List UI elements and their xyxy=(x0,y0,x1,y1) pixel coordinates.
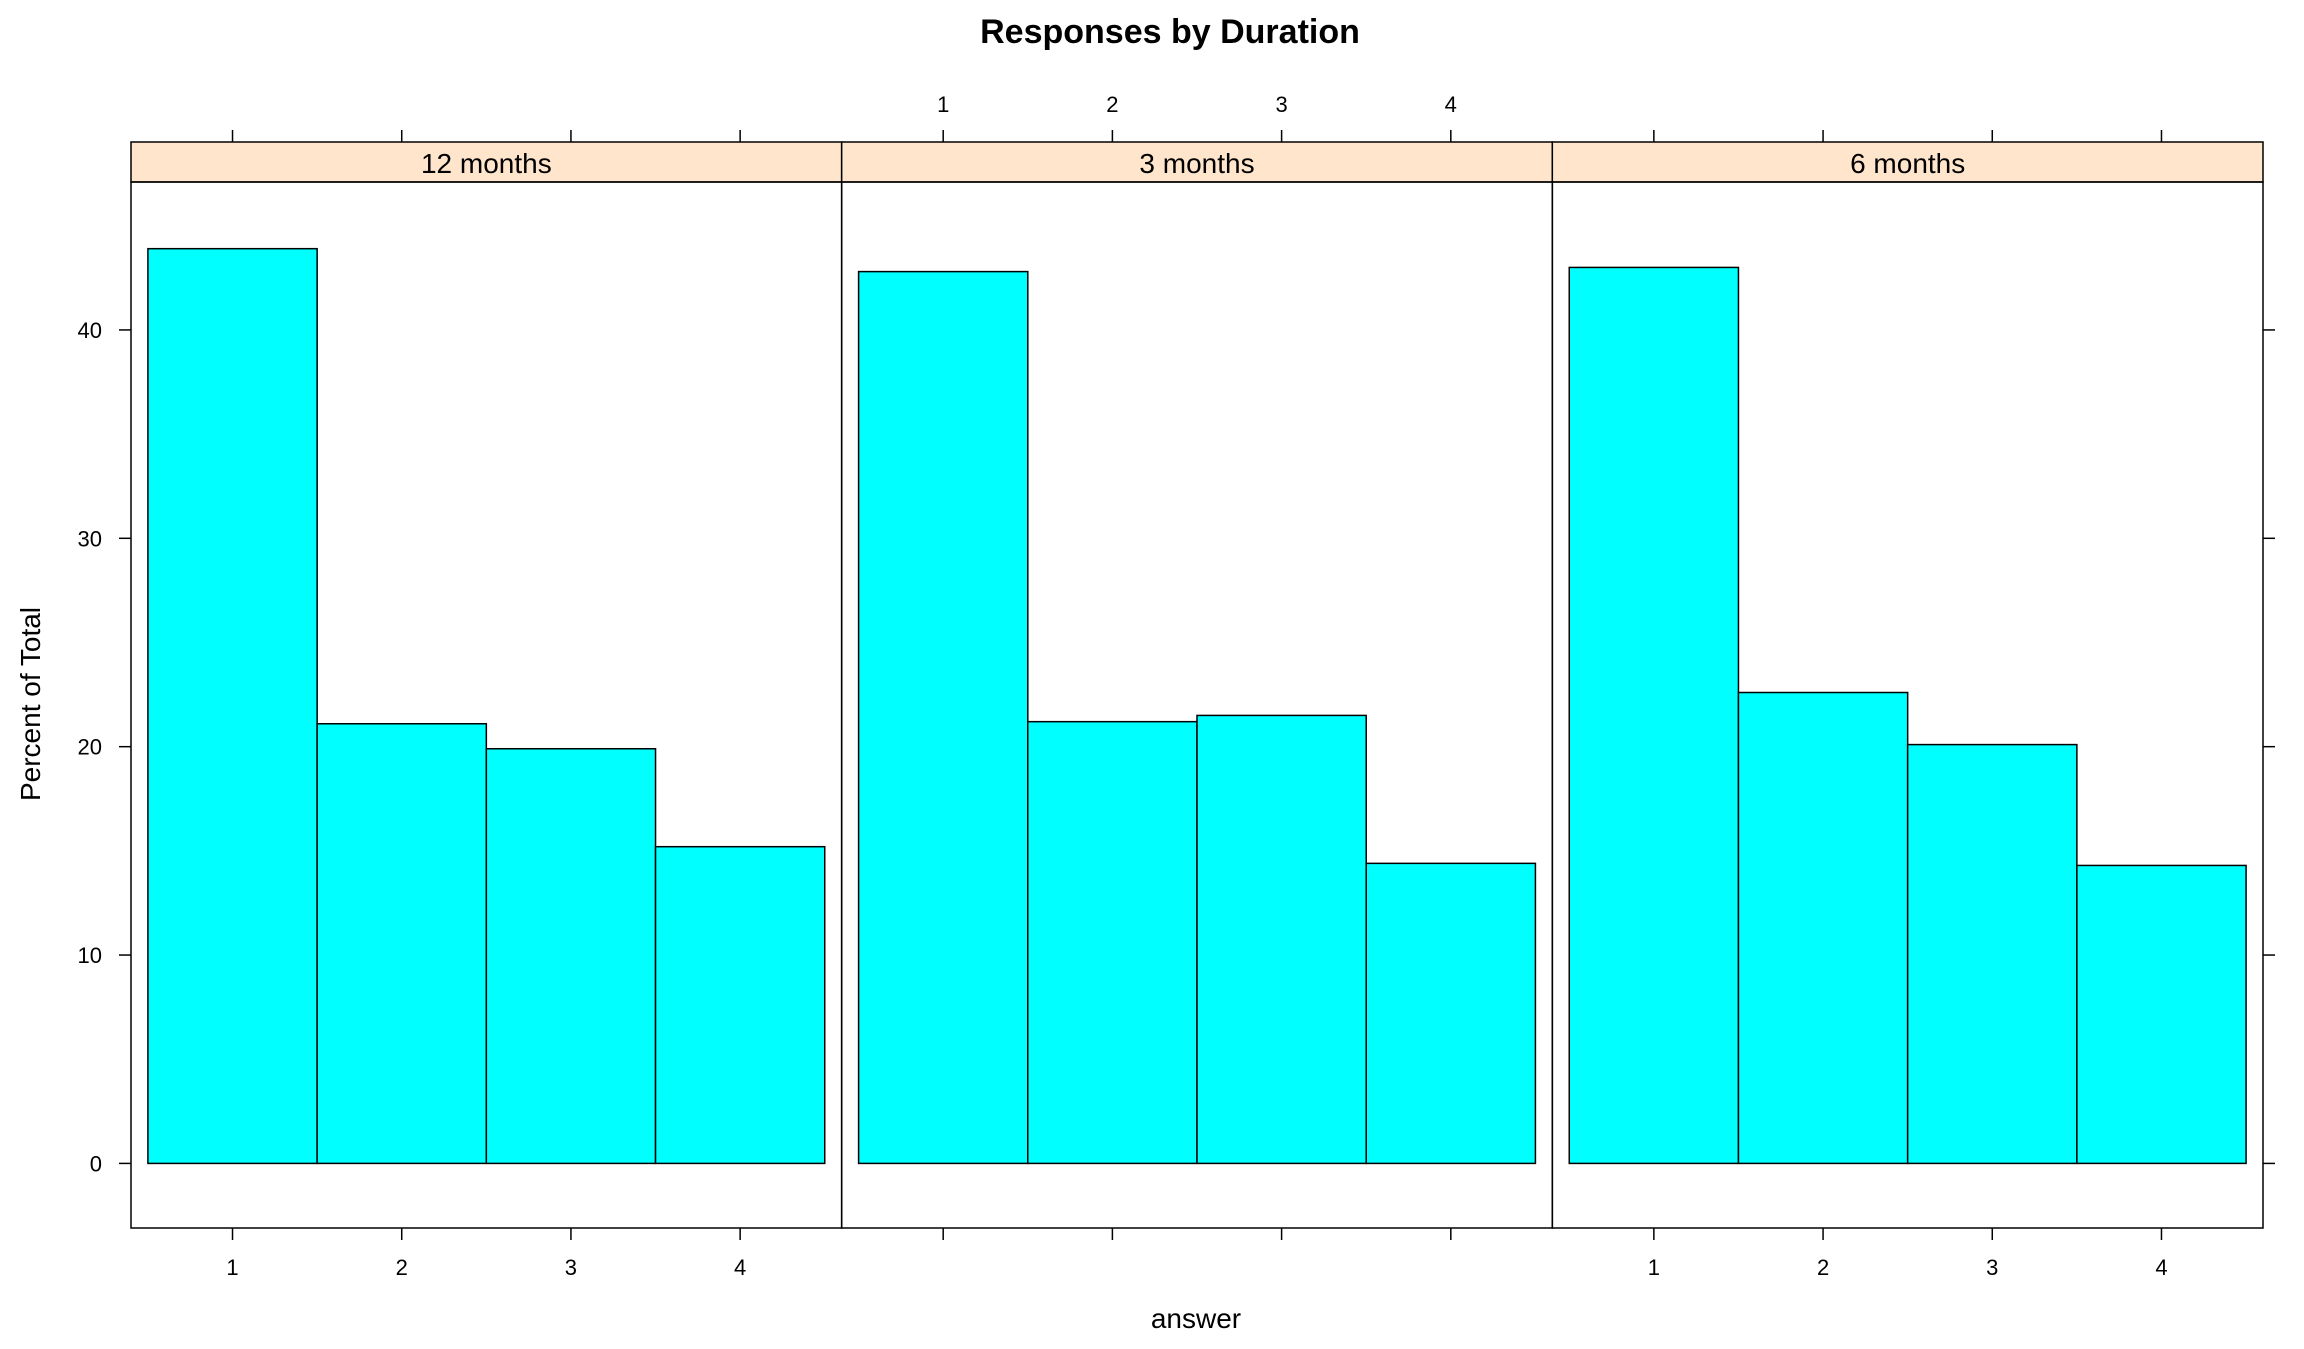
strip-label-2: 3 months xyxy=(1139,148,1254,179)
panel-frame-3 xyxy=(1551,181,2264,1229)
x-tick-label-bottom-3-4: 4 xyxy=(2155,1255,2167,1280)
bar-1-1 xyxy=(147,247,318,1165)
bar-1-4 xyxy=(654,845,826,1165)
x-tick-label-bottom-1-1: 1 xyxy=(226,1255,238,1280)
bar-1-2 xyxy=(316,723,488,1165)
x-tick-label-bottom-1-4: 4 xyxy=(734,1255,746,1280)
bar-2-3 xyxy=(1196,714,1367,1165)
x-tick-label-bottom-1-3: 3 xyxy=(565,1255,577,1280)
x-tick-label-top-2-4: 4 xyxy=(1445,92,1457,117)
y-tick-label-2: 10 xyxy=(78,943,102,968)
y-tick-label-4: 30 xyxy=(78,526,102,551)
bar-1-3 xyxy=(485,748,657,1165)
y-tick-label-1: 0 xyxy=(90,1151,102,1176)
strip-2 xyxy=(840,141,1554,183)
y-tick-label-5: 40 xyxy=(78,318,102,343)
bar-3-3 xyxy=(1906,743,2078,1165)
x-tick-label-bottom-3-3: 3 xyxy=(1986,1255,1998,1280)
strip-3 xyxy=(1551,141,2264,183)
strip-label-1: 12 months xyxy=(421,148,552,179)
x-tick-label-top-2-1: 1 xyxy=(937,92,949,117)
chart-title: Responses by Duration xyxy=(980,13,1360,51)
x-tick-label-bottom-3-1: 1 xyxy=(1648,1255,1660,1280)
x-tick-label-bottom-1-2: 2 xyxy=(396,1255,408,1280)
y-tick-label-3: 20 xyxy=(78,735,102,760)
bar-2-1 xyxy=(857,270,1029,1165)
bar-2-4 xyxy=(1365,862,1537,1165)
bar-3-1 xyxy=(1568,266,1740,1165)
strip-1 xyxy=(130,141,843,183)
x-axis-label: answer xyxy=(1151,1303,1241,1334)
y-axis-label: Percent of Total xyxy=(15,607,46,801)
x-tick-label-bottom-3-2: 2 xyxy=(1817,1255,1829,1280)
bar-2-2 xyxy=(1027,720,1198,1165)
bar-3-4 xyxy=(2076,864,2247,1165)
bar-3-2 xyxy=(1737,691,1909,1165)
x-tick-label-top-2-3: 3 xyxy=(1275,92,1287,117)
x-tick-label-top-2-2: 2 xyxy=(1106,92,1118,117)
strip-label-3: 6 months xyxy=(1850,148,1965,179)
